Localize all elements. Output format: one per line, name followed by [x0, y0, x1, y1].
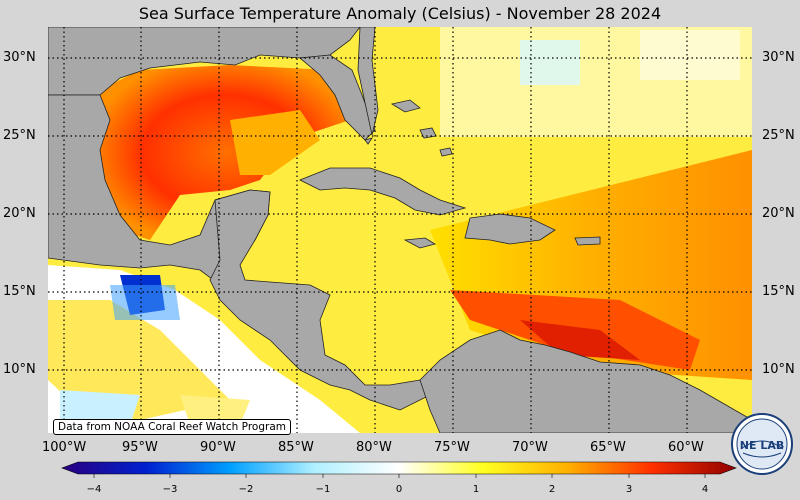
colorbar-tick-label: 1	[472, 484, 480, 495]
lat-label-right-30: 30°N	[762, 50, 795, 65]
graticule	[48, 27, 752, 433]
colorbar-tick-label: −1	[315, 484, 331, 495]
colorbar-tick-label: 3	[625, 484, 633, 495]
colorbar-tick-label: 4	[701, 484, 709, 495]
data-credit: Data from NOAA Coral Reef Watch Program	[53, 419, 291, 435]
colorbar-tick-label: −2	[238, 484, 254, 495]
colorbar-tick-label: −4	[86, 484, 102, 495]
lon-label-85w: 85°W	[278, 440, 314, 455]
lon-label-70w: 70°W	[512, 440, 548, 455]
lon-label-65w: 65°W	[590, 440, 626, 455]
colorbar-tick-label: 2	[548, 484, 556, 495]
land-masses	[48, 27, 752, 433]
lat-label-left-15: 15°N	[3, 284, 36, 299]
lon-label-90w: 90°W	[200, 440, 236, 455]
lat-label-right-25: 25°N	[762, 128, 795, 143]
nesdis-lab-logo-icon[interactable]: NE LAB	[731, 413, 793, 475]
colorbar	[61, 461, 737, 478]
lat-label-right-20: 20°N	[762, 206, 795, 221]
page-title: Sea Surface Temperature Anomaly (Celsius…	[138, 4, 662, 23]
lon-label-60w: 60°W	[668, 440, 704, 455]
lat-label-right-15: 15°N	[762, 284, 795, 299]
lat-label-left-30: 30°N	[3, 50, 36, 65]
lon-label-100w: 100°W	[42, 440, 87, 455]
lat-label-right-10: 10°N	[762, 362, 795, 377]
logo-text: NE LAB	[740, 439, 784, 452]
lon-label-95w: 95°W	[122, 440, 158, 455]
colorbar-tick-label: 0	[395, 484, 403, 495]
lon-label-75w: 75°W	[434, 440, 470, 455]
lon-label-80w: 80°W	[356, 440, 392, 455]
lat-label-left-20: 20°N	[3, 206, 36, 221]
lat-label-left-25: 25°N	[3, 128, 36, 143]
colorbar-tick-label: −3	[162, 484, 178, 495]
lat-label-left-10: 10°N	[3, 362, 36, 377]
